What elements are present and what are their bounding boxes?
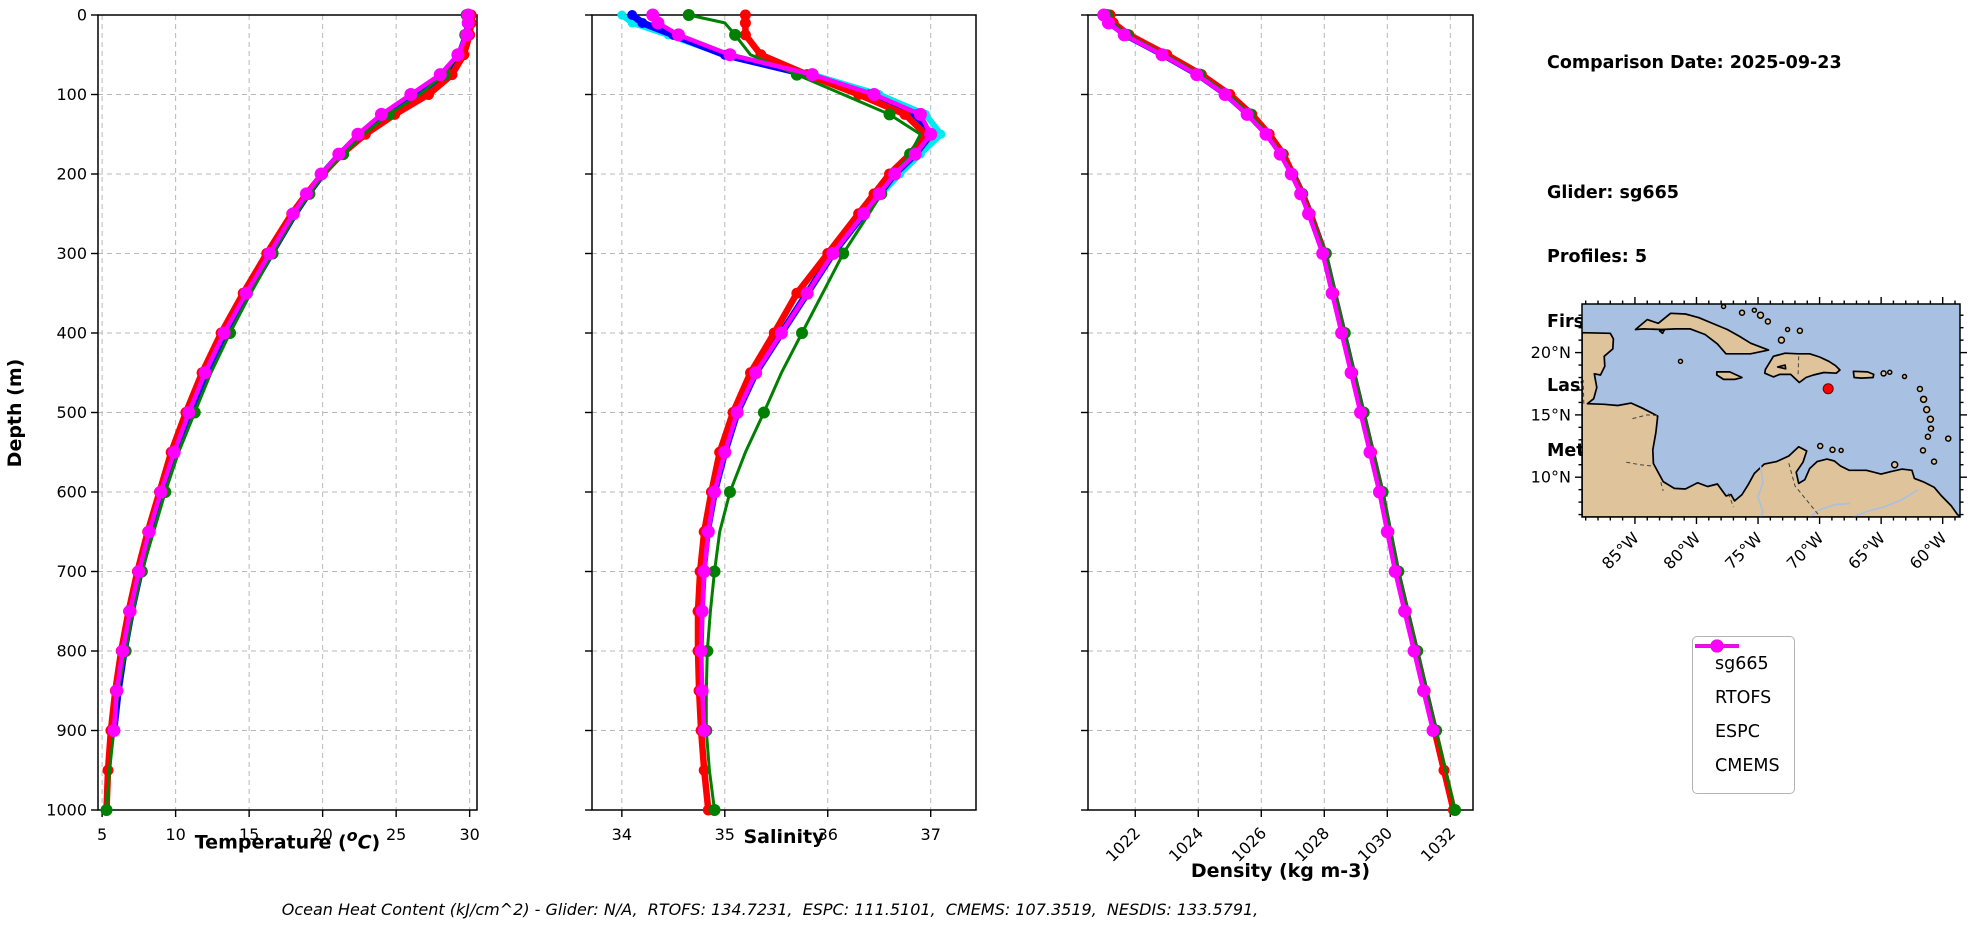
legend-label: CMEMS [1715, 756, 1780, 776]
series-markers-CMEMS [646, 8, 938, 737]
temperature-tick-label: 10 [165, 825, 185, 844]
info-spacer [1547, 118, 1842, 140]
legend-item-CMEMS: CMEMS [1695, 639, 1780, 783]
map-lon-label: 60°W [1906, 528, 1951, 573]
salinity-tick-label: 34 [612, 825, 632, 844]
legend-label: sg665 [1715, 654, 1769, 674]
series-markers-CMEMS [1097, 8, 1440, 737]
map-lat-label: 20°N [1531, 343, 1571, 362]
legend-item-RTOFS: RTOFS [1695, 639, 1780, 715]
depth-tick-label: 700 [56, 562, 87, 581]
location-map: 20°N 15°N 10°N 85°W 80°W 75°W 70°W 65°W 60°W [1531, 297, 1967, 573]
map-lon-label: 85°W [1598, 528, 1643, 573]
density-axis-label: Density (kg m-3) [1190, 860, 1371, 882]
series-line-NESDIS [110, 12, 472, 734]
series-markers-NESDIS [1099, 10, 1440, 735]
map-lon-label: 80°W [1660, 528, 1705, 573]
temperature-panel: 0 100 200 300 400 500 600 700 800 900 1000 5 10 15 20 2… [46, 6, 480, 845]
depth-tick-label: 100 [56, 85, 87, 104]
series-line-ESPC [687, 13, 922, 812]
temperature-axis-label: Temperature (oC) [98, 826, 477, 853]
salinity-tick-label: 36 [818, 825, 838, 844]
series-line-sg665 [1100, 11, 1439, 734]
series-markers-CMEMS [107, 8, 475, 737]
series-markers-sg665 [1098, 10, 1440, 736]
depth-tick-label: 900 [56, 721, 87, 740]
map-land [1582, 304, 1960, 517]
profiles-count: Profiles: 5 [1547, 247, 1648, 267]
glider-name: Glider: sg665 [1547, 182, 1679, 203]
temperature-tick-label: 15 [239, 825, 259, 844]
ocean-heat-content-caption: Ocean Heat Content (kJ/cm^2) - Glider: N… [281, 900, 1259, 919]
temperature-axis-label-text: Temperature ( [194, 831, 347, 854]
series-markers-NESDIS [109, 10, 473, 735]
salinity-axis-label: Salinity [743, 826, 825, 848]
legend-label: RTOFS [1715, 688, 1772, 708]
comparison-date: Comparison Date: 2025-09-23 [1547, 53, 1842, 73]
legend-label: ESPC [1715, 722, 1760, 742]
salinity-tick-label: 37 [921, 825, 941, 844]
depth-tick-label: 500 [56, 403, 87, 422]
glider-location-marker [1822, 383, 1834, 395]
map-ticks [1575, 297, 1967, 524]
temperature-tick-label: 30 [459, 825, 479, 844]
density-panel: 1022 1024 1026 1028 1030 1032 [1081, 8, 1474, 866]
salinity-tick-label: 35 [715, 825, 735, 844]
series-markers-sg665 [108, 10, 474, 736]
map-lat-label: 10°N [1531, 468, 1571, 487]
temperature-axis-label-sup: o [346, 826, 358, 845]
depth-tick-label: 200 [56, 165, 87, 184]
temperature-tick-label: 5 [97, 825, 107, 844]
temperature-axis-label-close: ) [371, 831, 381, 854]
series-line-ESPC [105, 13, 469, 812]
series-line-CMEMS [111, 12, 471, 733]
temperature-tick-label: 20 [312, 825, 332, 844]
temperature-axis-label-unit: C [357, 831, 372, 854]
temperature-tick-label: 25 [386, 825, 406, 844]
legend-box: sg665 RTOFS ESPC CMEMS [1692, 636, 1795, 794]
depth-axis-label: Depth (m) [4, 358, 26, 468]
depth-tick-label: 600 [56, 483, 87, 502]
depth-tick-label: 400 [56, 324, 87, 343]
map-lat-label: 15°N [1531, 405, 1571, 424]
depth-tick-label: 800 [56, 642, 87, 661]
map-lon-label: 75°W [1721, 528, 1766, 573]
map-lon-label: 70°W [1783, 528, 1828, 573]
series-line-CMEMS [1101, 12, 1436, 733]
depth-tick-label: 0 [77, 6, 87, 25]
depth-tick-label: 300 [56, 244, 87, 263]
depth-tick-label: 1000 [46, 801, 87, 820]
legend-item-ESPC: ESPC [1695, 639, 1780, 749]
series-line-NESDIS [1100, 12, 1438, 734]
series-line-sg665 [110, 11, 472, 734]
map-lon-label: 65°W [1844, 528, 1889, 573]
salinity-panel: 34 35 36 37 [585, 8, 977, 844]
legend-swatch-CMEMS [1695, 639, 1739, 653]
series-line-CMEMS [650, 12, 933, 733]
